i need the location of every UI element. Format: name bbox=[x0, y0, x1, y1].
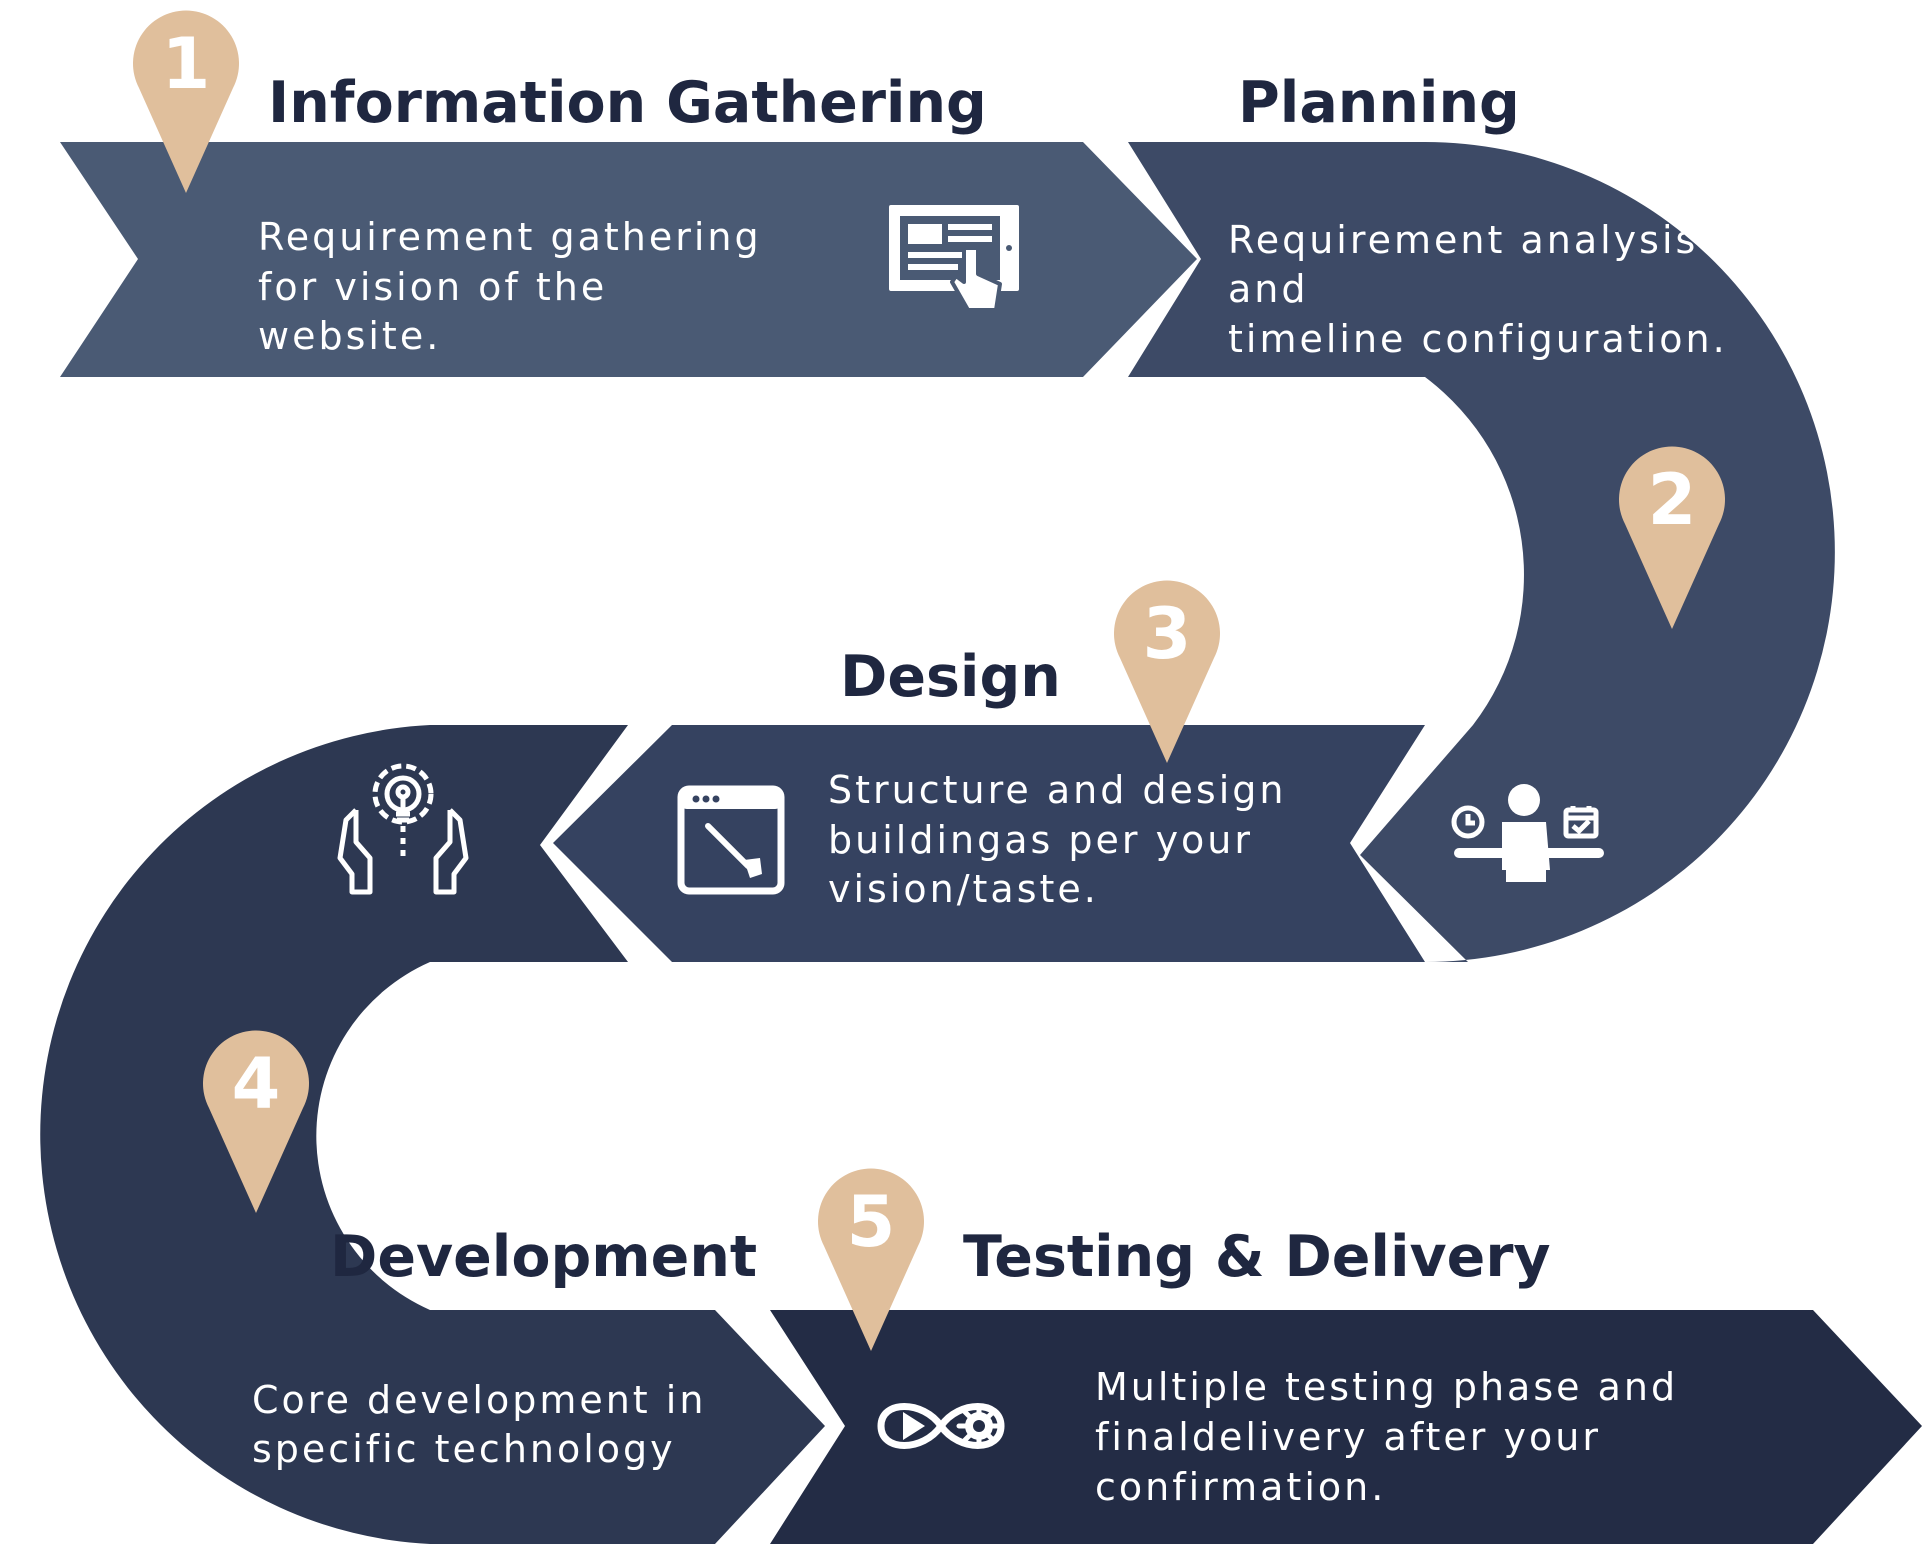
pin-marker-3: 3 bbox=[1114, 580, 1220, 763]
step-4-title: Development bbox=[330, 1224, 757, 1290]
step-2-title: Planning bbox=[1238, 70, 1520, 136]
step-4-desc-line-1: Core development in bbox=[252, 1378, 706, 1422]
step-3-title: Design bbox=[840, 644, 1061, 710]
pin-marker-5: 5 bbox=[818, 1168, 924, 1351]
step-1-desc-line-1: Requirement gathering bbox=[258, 215, 762, 259]
band-step-3 bbox=[553, 725, 1425, 962]
step-2-description: Requirement analysis and timeline config… bbox=[1228, 218, 1728, 361]
pin-number-5: 5 bbox=[847, 1181, 896, 1263]
step-3-desc-line-2: buildingas per your bbox=[828, 818, 1253, 862]
pin-marker-4: 4 bbox=[203, 1030, 309, 1213]
step-3-description: Structure and design buildingas per your… bbox=[828, 768, 1302, 911]
design-window-brush-icon bbox=[677, 785, 785, 895]
band-step-1 bbox=[60, 142, 1197, 377]
step-1-desc-line-2: for vision of the bbox=[258, 265, 607, 309]
step-2-desc-line-3: timeline configuration. bbox=[1228, 317, 1728, 361]
step-5-desc-line-3: confirmation. bbox=[1095, 1465, 1386, 1509]
hands-lightbulb-gear-icon bbox=[337, 763, 469, 895]
band-step-4 bbox=[40, 725, 825, 1544]
step-5-desc-line-2: finaldelivery after your bbox=[1095, 1415, 1601, 1459]
step-3-desc-line-3: vision/taste. bbox=[828, 867, 1099, 911]
step-1-title: Information Gathering bbox=[268, 70, 987, 136]
band-step-5 bbox=[770, 1310, 1922, 1544]
step-1-desc-line-3: website. bbox=[258, 314, 441, 358]
band-step-2 bbox=[1128, 142, 1835, 962]
step-4-description: Core development in specific technology bbox=[252, 1378, 722, 1471]
step-5-title: Testing & Delivery bbox=[963, 1224, 1551, 1290]
step-1-description: Requirement gathering for vision of the … bbox=[258, 215, 777, 358]
person-schedule-icon bbox=[1451, 784, 1604, 882]
infinity-play-gear-icon bbox=[877, 1403, 1005, 1449]
pin-number-4: 4 bbox=[232, 1043, 281, 1125]
tablet-touch-icon bbox=[889, 205, 1019, 312]
step-5-desc-line-1: Multiple testing phase and bbox=[1095, 1365, 1678, 1409]
step-5-description: Multiple testing phase and finaldelivery… bbox=[1095, 1365, 1693, 1509]
pin-marker-1: 1 bbox=[133, 10, 239, 193]
pin-marker-2: 2 bbox=[1619, 446, 1725, 629]
step-2-desc-line-1: Requirement analysis bbox=[1228, 218, 1698, 262]
step-3-desc-line-1: Structure and design bbox=[828, 768, 1286, 812]
step-2-desc-line-2: and bbox=[1228, 267, 1309, 311]
pin-number-3: 3 bbox=[1143, 593, 1192, 675]
pin-number-1: 1 bbox=[162, 23, 211, 105]
pin-number-2: 2 bbox=[1648, 459, 1697, 541]
step-4-desc-line-2: specific technology bbox=[252, 1427, 676, 1471]
